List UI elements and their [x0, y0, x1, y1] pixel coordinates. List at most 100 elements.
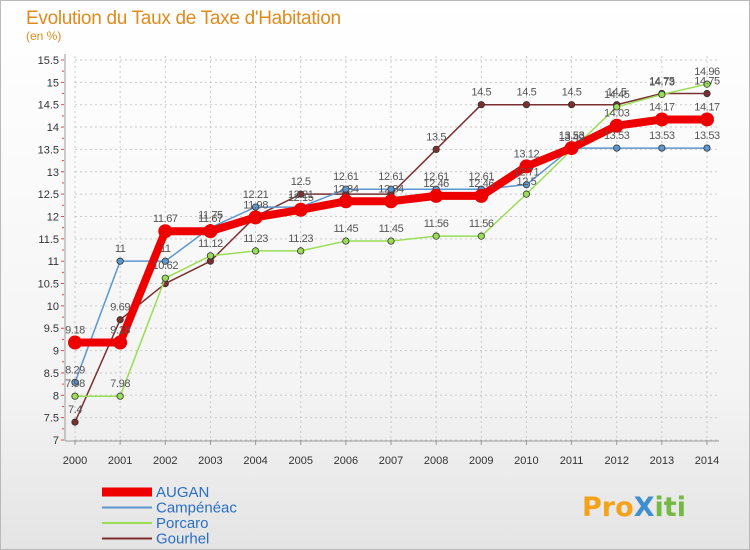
data-label: 14.03: [604, 108, 630, 120]
data-label: 7.4: [68, 404, 82, 416]
logo-text: ProXiti: [582, 492, 686, 523]
data-label: 11.23: [243, 233, 268, 245]
legend-label: Gourhel: [156, 531, 209, 548]
data-point: [567, 101, 576, 109]
chart-subtitle: (en %): [26, 29, 61, 43]
data-point: [248, 210, 263, 225]
chart-title: Evolution du Taux de Taxe d'Habitation: [26, 8, 341, 29]
y-tick-label: 12.5: [38, 189, 59, 201]
x-tick-label: 2007: [379, 455, 403, 467]
data-point: [703, 80, 711, 88]
y-tick-label: 13: [47, 167, 59, 179]
data-label: 11.56: [424, 218, 449, 230]
data-label: 11.98: [243, 199, 268, 211]
data-point: [654, 112, 669, 127]
x-tick-label: 2000: [63, 455, 87, 467]
data-point: [161, 274, 169, 282]
data-point: [703, 144, 711, 152]
data-point: [116, 316, 124, 324]
y-tick-label: 14.5: [38, 100, 59, 112]
axes: 2000 2001 2002 2003 2004 2005 2006 2007 2008 2009…: [38, 54, 719, 467]
data-point: [251, 247, 260, 255]
data-point: [609, 118, 624, 133]
data-point: [522, 181, 531, 189]
x-tick-label: 2004: [243, 455, 267, 467]
data-label: 14.96: [694, 66, 720, 78]
y-tick-label: 9.5: [44, 323, 59, 335]
data-label: 13.53: [559, 130, 585, 142]
data-label: 12.5: [517, 176, 537, 188]
data-label: 14.5: [517, 87, 537, 99]
x-tick-label: 2006: [334, 455, 358, 467]
data-label: 11.67: [153, 213, 178, 225]
data-label: 11.67: [198, 213, 223, 225]
data-point: [113, 335, 128, 350]
data-point: [522, 190, 531, 198]
data-point: [116, 392, 124, 400]
data-point: [522, 101, 531, 109]
x-tick-label: 2005: [288, 455, 312, 467]
data-label: 12.61: [378, 171, 404, 183]
data-label: 9.69: [110, 302, 130, 314]
data-label: 13.53: [604, 130, 630, 142]
data-label: 12.61: [423, 171, 449, 183]
data-point: [432, 232, 440, 240]
data-point: [293, 202, 308, 217]
data-label: 12.61: [333, 171, 359, 183]
x-tick-label: 2012: [604, 455, 628, 467]
x-tick-label: 2003: [198, 455, 222, 467]
data-point: [703, 89, 711, 98]
series-lines: [68, 80, 714, 426]
data-label: 13.53: [694, 130, 720, 142]
data-label: 11.45: [379, 223, 404, 235]
data-point: [116, 257, 124, 265]
data-label: 8.29: [65, 364, 85, 376]
grid-lines: [74, 56, 717, 441]
data-label: 9.18: [65, 325, 85, 337]
data-label: 11.56: [469, 218, 494, 230]
data-label: 14.5: [607, 87, 627, 99]
data-label: 14.17: [649, 101, 675, 113]
legend-label: Porcaro: [156, 515, 209, 532]
y-tick-label: 10.5: [38, 279, 59, 291]
data-point: [477, 101, 485, 109]
y-tick-label: 11: [48, 256, 59, 268]
y-tick-label: 7: [53, 435, 59, 447]
data-point: [387, 185, 395, 193]
y-tick-label: 11.5: [38, 234, 59, 246]
data-label: 13.12: [514, 148, 540, 160]
data-point: [297, 190, 305, 198]
data-label: 12.15: [288, 192, 314, 204]
data-point: [71, 392, 79, 400]
data-point: [71, 418, 79, 426]
data-point: [519, 159, 534, 174]
data-label: 12.61: [469, 171, 495, 183]
legend-label: Campénéac: [156, 500, 237, 517]
data-label: 12.71: [514, 167, 540, 179]
proxiti-logo: ProXiti: [582, 492, 686, 523]
data-label: 11.45: [333, 223, 358, 235]
data-label: 12.5: [291, 176, 311, 188]
x-tick-label: 2009: [469, 455, 493, 467]
data-label: 11.23: [288, 233, 313, 245]
data-label: 12.46: [423, 178, 449, 190]
data-label: 7.98: [110, 378, 130, 390]
data-label: 11: [115, 243, 126, 255]
data-point: [161, 257, 169, 265]
y-tick-label: 8: [53, 390, 59, 402]
data-label: 10.62: [153, 260, 179, 272]
x-tick-label: 2010: [514, 455, 538, 467]
data-label: 14.45: [604, 89, 630, 101]
data-label: 7.98: [65, 378, 85, 390]
y-tick-label: 12: [47, 211, 59, 223]
data-point: [68, 335, 82, 350]
data-point: [432, 145, 440, 154]
data-label: 14.73: [649, 76, 675, 88]
x-tick-label: 2013: [650, 455, 674, 467]
y-tick-label: 7.5: [44, 413, 59, 425]
x-tick-label: 2001: [108, 455, 132, 467]
data-label: 13.49: [559, 132, 585, 144]
